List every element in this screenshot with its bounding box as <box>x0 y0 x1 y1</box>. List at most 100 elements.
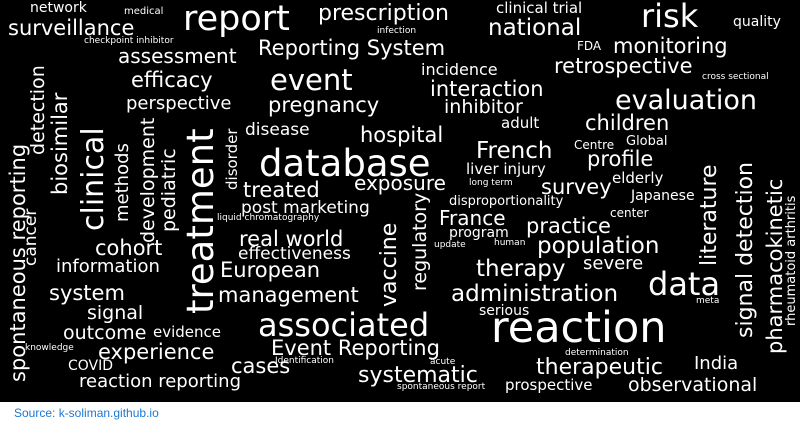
word: post marketing <box>241 198 370 218</box>
word: disorder <box>223 128 241 190</box>
word: regulatory <box>409 192 431 291</box>
word: Global <box>626 134 668 149</box>
word: inhibitor <box>444 96 523 118</box>
word: cross sectional <box>702 72 769 82</box>
word: network <box>30 0 87 16</box>
word: therapy <box>476 256 566 282</box>
word: incidence <box>421 60 498 79</box>
word: system <box>49 281 125 305</box>
word: monitoring <box>613 34 728 58</box>
word: retrospective <box>554 54 693 78</box>
word: biosimilar <box>48 92 72 195</box>
word: literature <box>697 164 722 266</box>
word: prospective <box>505 376 593 394</box>
word: Reporting System <box>258 36 446 60</box>
word: human <box>494 238 526 248</box>
word: therapeutic <box>536 355 663 380</box>
word: national <box>488 15 582 41</box>
word: European <box>220 258 321 282</box>
word: French <box>476 138 553 164</box>
word: rheumatoid arthritis <box>784 195 799 326</box>
word: assessment <box>118 44 237 68</box>
word: real world <box>239 227 344 251</box>
word: India <box>694 353 739 374</box>
word: clinical trial <box>496 0 583 17</box>
word: population <box>537 233 660 259</box>
source-link[interactable]: Source: k-soliman.github.io <box>14 406 159 420</box>
word: data <box>648 265 721 303</box>
word: France <box>439 206 506 230</box>
word: Japanese <box>631 188 695 204</box>
word: reaction <box>491 303 667 353</box>
word: knowledge <box>25 343 74 353</box>
word: long term <box>469 178 513 188</box>
word: severe <box>583 253 644 274</box>
word: prescription <box>318 1 449 26</box>
word: administration <box>451 281 619 307</box>
word: reaction reporting <box>79 371 242 392</box>
word: Centre <box>574 138 615 152</box>
word: COVID <box>68 358 114 374</box>
word: meta <box>696 296 720 306</box>
word: treatment <box>179 128 222 314</box>
word: profile <box>587 147 654 171</box>
word: update <box>434 240 466 250</box>
word: spontaneous report <box>397 382 486 392</box>
word: report <box>183 0 290 39</box>
word: survey <box>541 175 612 199</box>
word: adult <box>501 114 540 132</box>
word: evidence <box>153 323 222 341</box>
word: cases <box>231 354 291 378</box>
word: infection <box>377 26 417 36</box>
word: pregnancy <box>268 93 380 117</box>
word: exposure <box>354 171 446 195</box>
word: experience <box>98 340 215 364</box>
word: pediatric <box>158 148 180 232</box>
word: practice <box>526 214 611 238</box>
word: disproportionality <box>449 194 564 209</box>
word: methods <box>112 143 133 222</box>
word: serious <box>479 303 530 319</box>
word: observational <box>628 374 758 396</box>
word: perspective <box>126 93 232 114</box>
word: disease <box>245 120 310 140</box>
word: Identification <box>275 356 335 366</box>
word: efficacy <box>131 68 213 92</box>
word: checkpoint inhibitor <box>84 36 174 46</box>
word: evaluation <box>615 85 758 116</box>
word: medical <box>124 6 164 17</box>
word: signal detection <box>733 162 758 338</box>
word: development <box>137 117 159 243</box>
word: pharmacokinetic <box>763 178 787 354</box>
word: clinical <box>76 127 111 231</box>
word: liquid chromatography <box>217 213 320 223</box>
word: risk <box>641 0 699 35</box>
word: acute <box>430 357 456 367</box>
word: elderly <box>612 169 664 187</box>
word: Event Reporting <box>271 336 440 360</box>
word: outcome <box>63 322 147 344</box>
word: interaction <box>430 77 544 101</box>
word: associated <box>258 306 430 344</box>
word: quality <box>733 14 781 30</box>
word: vaccine <box>377 222 402 307</box>
word: program <box>449 225 509 241</box>
word: treated <box>243 178 320 202</box>
word: FDA <box>577 39 602 53</box>
word: event <box>270 63 353 97</box>
word: signal <box>87 302 144 324</box>
word: determination <box>565 348 629 358</box>
word-cloud: network medical report prescription clin… <box>0 0 800 402</box>
word: information <box>56 256 160 277</box>
word: cancer <box>21 208 41 266</box>
word: management <box>218 283 359 307</box>
word: hospital <box>360 123 444 147</box>
word: surveillance <box>8 16 135 40</box>
word: effectiveness <box>238 244 351 264</box>
word: database <box>259 142 431 185</box>
word: systematic <box>358 363 478 388</box>
word: liver injury <box>466 160 546 178</box>
word: detection <box>27 65 49 155</box>
word: cohort <box>95 236 163 260</box>
word: center <box>610 206 649 220</box>
